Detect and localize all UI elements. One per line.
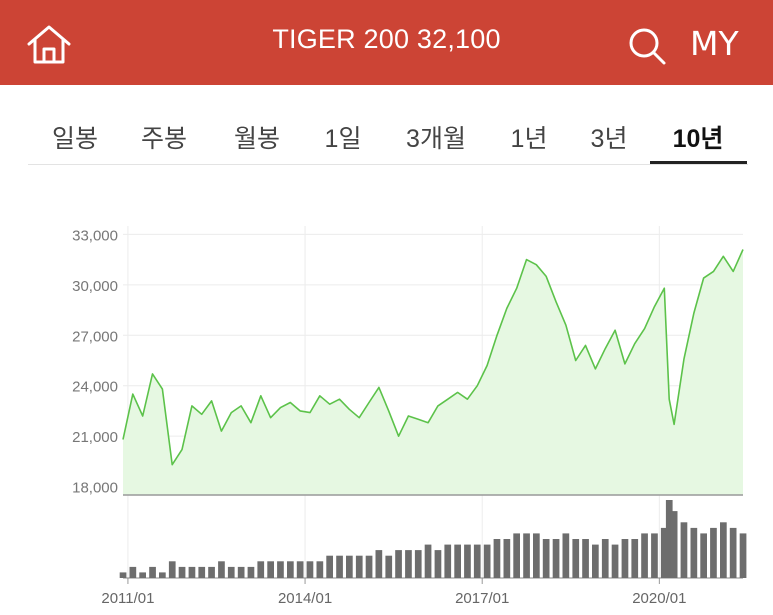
volume-bar <box>287 561 294 578</box>
volume-bar <box>680 522 688 578</box>
active-tab-indicator <box>650 161 747 164</box>
price-area-fill <box>123 249 743 495</box>
volume-bar <box>159 572 166 578</box>
x-tick-label: 2011/01 <box>101 590 154 607</box>
price-series-line <box>122 249 744 466</box>
x-tick-label: 2014/01 <box>278 590 332 607</box>
my-page-button[interactable]: MY <box>690 24 739 63</box>
volume-bar <box>720 522 727 578</box>
volume-bar <box>660 527 668 578</box>
volume-bar <box>355 555 363 578</box>
volume-bar <box>267 561 274 578</box>
volume-bar <box>218 561 225 578</box>
y-tick-label: 27,000 <box>72 328 118 345</box>
volume-bar <box>208 566 215 578</box>
volume-bar <box>178 566 186 578</box>
volume-bar <box>503 539 511 578</box>
y-tick-label: 21,000 <box>72 429 118 446</box>
volume-bar <box>385 555 393 578</box>
tab-3year[interactable]: 3년 <box>590 125 628 153</box>
volume-bar <box>523 533 530 578</box>
volume-bar <box>582 539 589 578</box>
volume-bar <box>257 561 265 578</box>
volume-bar <box>306 561 314 578</box>
page-title: TIGER 200 32,100 <box>272 24 501 54</box>
volume-bar <box>473 544 481 578</box>
volume-bar <box>296 561 304 578</box>
x-tick-label: 2020/01 <box>632 590 686 607</box>
volume-bar <box>237 566 245 578</box>
y-tick-label: 18,000 <box>72 480 118 497</box>
volume-bar <box>464 544 471 578</box>
volume-bar <box>710 527 717 578</box>
volume-bar <box>631 539 639 578</box>
volume-bar <box>395 550 402 578</box>
volume-bar <box>247 566 255 578</box>
volume-bar <box>129 566 137 578</box>
volume-bar <box>729 527 737 578</box>
price-chart: 18,000 21,000 24,000 27,000 30,000 33,000 2011… <box>72 226 747 607</box>
volume-bar <box>572 539 580 578</box>
home-icon[interactable] <box>25 22 73 66</box>
volume-bar <box>670 511 678 578</box>
tab-weekly[interactable]: 주봉 <box>140 125 188 153</box>
period-tabs: 일봉 주봉 월봉 1일 3개월 1년 3년 10년 <box>28 106 748 165</box>
volume-bar <box>621 539 629 578</box>
volume-bar <box>375 550 383 578</box>
volume-bar <box>405 550 412 578</box>
y-tick-label: 24,000 <box>72 379 118 396</box>
volume-bar <box>651 533 658 578</box>
volume-bar <box>641 533 648 578</box>
volume-bar <box>434 550 442 578</box>
y-tick-label: 33,000 <box>72 227 118 244</box>
volume-bar <box>562 533 570 578</box>
volume-bar <box>552 539 560 578</box>
volume-bar <box>277 561 284 578</box>
volume-bar <box>326 555 333 578</box>
volume-bar <box>665 500 673 578</box>
volume-bar <box>198 566 206 578</box>
volume-bar <box>611 544 619 578</box>
tab-monthly[interactable]: 월봉 <box>233 125 281 153</box>
volume-bar <box>149 566 156 578</box>
volume-bar <box>483 544 491 578</box>
y-tick-label: 30,000 <box>72 278 118 295</box>
volume-bar <box>444 544 452 578</box>
volume-bar <box>739 533 747 578</box>
volume-bar <box>493 539 501 578</box>
volume-bar <box>533 533 540 578</box>
tab-1year[interactable]: 1년 <box>510 125 548 153</box>
volume-bar <box>592 544 599 578</box>
volume-bar <box>227 566 235 578</box>
volume-bar <box>336 555 343 578</box>
volume-bar <box>365 555 373 578</box>
volume-bar <box>690 527 698 578</box>
tab-1day[interactable]: 1일 <box>324 125 362 153</box>
volume-bar <box>139 572 146 578</box>
search-icon[interactable] <box>627 26 667 66</box>
x-tick-label: 2017/01 <box>455 590 509 607</box>
tab-daily[interactable]: 일봉 <box>51 125 99 153</box>
volume-bar <box>168 561 176 578</box>
volume-bar <box>601 539 609 578</box>
volume-bar <box>119 572 127 578</box>
volume-bar <box>542 539 550 578</box>
tab-3month[interactable]: 3개월 <box>406 125 466 153</box>
volume-bar <box>414 550 422 578</box>
volume-bar <box>454 544 461 578</box>
volume-bar <box>700 533 707 578</box>
volume-bar <box>513 533 520 578</box>
volume-bar <box>188 566 196 578</box>
volume-bar <box>316 561 324 578</box>
volume-bar <box>346 555 353 578</box>
volume-bar <box>424 544 432 578</box>
app-header: TIGER 200 32,100 MY <box>0 0 773 85</box>
tab-10year[interactable]: 10년 <box>672 125 724 153</box>
